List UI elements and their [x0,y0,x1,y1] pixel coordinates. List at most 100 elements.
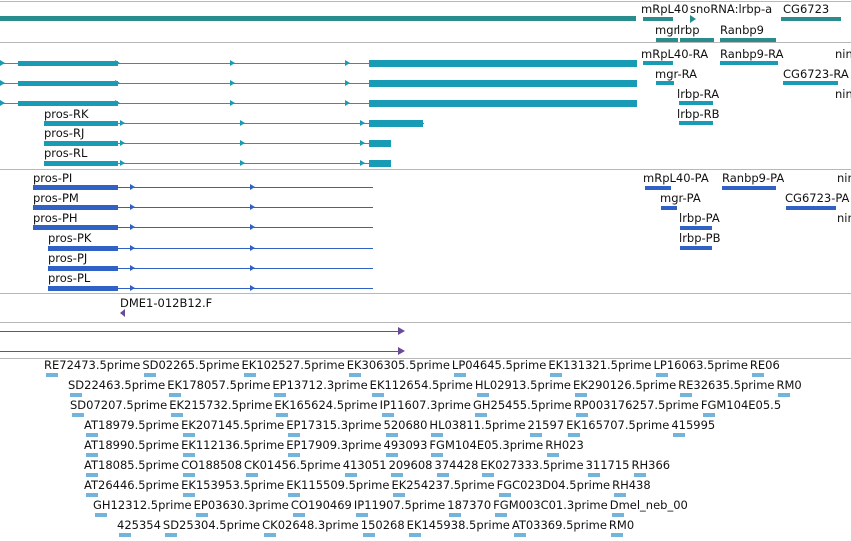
transcript-exon[interactable] [18,81,118,86]
est-feature[interactable] [183,453,196,457]
est-label[interactable]: EK165707.5prime [566,418,670,432]
est-feature[interactable] [288,493,301,497]
protein-label[interactable]: pros-PI [33,171,73,185]
gene-ranbp9[interactable] [720,38,776,42]
est-feature[interactable] [183,433,196,437]
gene-pros[interactable] [0,16,636,21]
est-feature[interactable] [381,413,394,417]
est-label[interactable]: EK115509.5prime [286,478,390,492]
est-feature[interactable] [498,493,511,497]
clone-label[interactable]: DME1-012B12.F [120,296,213,310]
est-feature[interactable] [288,453,301,457]
transcript-exon[interactable] [369,100,637,107]
protein-exon[interactable] [33,225,118,230]
protein-label[interactable]: pros-PL [48,271,91,285]
protein-lrbp-pa[interactable] [680,226,712,230]
est-label[interactable]: LP04645.5prime [451,358,547,372]
est-feature[interactable] [474,413,487,417]
gene-mrpl40[interactable] [643,17,673,21]
protein-exon[interactable] [33,185,118,190]
est-feature[interactable] [385,453,398,457]
protein-label[interactable]: Ranbp9-PA [722,171,785,185]
gene-label-ranbp9[interactable]: Ranbp9 [720,23,764,37]
est-label[interactable]: EK290126.5prime [572,378,677,392]
est-feature[interactable] [778,393,791,397]
gene-cg6723[interactable] [781,17,841,21]
protein-label[interactable]: mRpL40-PA [643,171,709,185]
est-label[interactable]: SD22463.5prime [68,378,166,392]
est-label[interactable]: 21597 [527,418,565,432]
est-feature[interactable] [264,533,277,537]
est-feature[interactable] [183,473,196,477]
transcript-ranbp9-ra[interactable] [720,61,778,65]
est-label[interactable]: IP11607.3prime [379,398,471,412]
est-label[interactable]: IP11907.5prime [353,498,446,512]
est-label[interactable]: 413051 [342,458,387,472]
est-feature[interactable] [274,393,287,397]
est-label[interactable]: RE32635.5prime [678,378,775,392]
est-label[interactable]: GH12312.5prime [93,498,192,512]
est-label[interactable]: EP17909.3prime [286,438,382,452]
est-feature[interactable] [70,393,82,397]
est-feature[interactable] [72,413,84,417]
est-feature[interactable] [183,493,196,497]
est-label[interactable]: RH366 [631,458,671,472]
protein-exon[interactable] [48,286,118,291]
transcript-mgr-ra[interactable] [656,81,674,85]
est-label[interactable]: RE72473.5prime [44,358,141,372]
gene-lrbp[interactable] [680,38,714,42]
est-feature[interactable] [655,373,668,377]
transcript-exon[interactable] [18,61,118,66]
est-feature[interactable] [169,393,182,397]
est-label[interactable]: FGM104E05.5 [700,398,782,412]
est-label[interactable]: EP17315.3prime [286,418,382,432]
protein-label[interactable]: lrbp-PA [679,211,720,225]
est-feature[interactable] [348,373,361,377]
est-feature[interactable] [550,373,563,377]
transcript-label[interactable]: pros-RK [44,107,89,121]
est-feature[interactable] [195,513,208,517]
transcript-label[interactable]: pros-RL [44,146,88,160]
clone-span[interactable] [0,351,400,352]
est-label[interactable]: FGM104E05.3prime [429,438,544,452]
protein-mrpl40-pa[interactable] [645,186,671,190]
est-label[interactable]: RM0 [776,378,802,392]
est-label[interactable]: HL03811.5prime [429,418,526,432]
est-feature[interactable] [355,513,368,517]
est-label[interactable]: FGM003C01.3prime [493,498,608,512]
est-label[interactable]: RP003176257.5prime [573,398,699,412]
transcript-mrpl40-ra[interactable] [643,61,673,65]
protein-cg6723-pa[interactable] [786,206,836,210]
est-label[interactable]: EP03630.3prime [193,498,289,512]
est-label[interactable]: EK207145.5prime [181,418,285,432]
transcript-lrbp-ra[interactable] [679,101,713,105]
est-feature[interactable] [292,513,305,517]
protein-mgr-pa[interactable] [661,206,677,210]
est-feature[interactable] [453,373,466,377]
est-label[interactable]: SD25304.5prime [162,518,261,532]
est-feature[interactable] [436,473,449,477]
est-label[interactable]: GH25455.5prime [472,398,572,412]
est-label[interactable]: FGC023D04.5prime [496,478,611,492]
est-feature[interactable] [574,393,587,397]
est-feature[interactable] [243,373,256,377]
gene-label-cg6723[interactable]: CG6723 [783,2,830,16]
clone-arrow[interactable] [398,327,405,335]
est-feature[interactable] [587,473,600,477]
est-feature[interactable] [86,453,98,457]
protein-label[interactable]: nin [837,171,851,185]
est-feature[interactable] [86,433,98,437]
est-feature[interactable] [46,373,58,377]
est-label[interactable]: EK165624.5prime [274,398,378,412]
transcript-exon[interactable] [369,60,637,67]
est-label[interactable]: EK153953.5prime [181,478,285,492]
protein-label[interactable]: pros-PH [33,211,78,225]
transcript-exon[interactable] [369,80,637,87]
est-label[interactable]: CO190469 [290,498,352,512]
est-label[interactable]: SD07207.5prime [70,398,168,412]
est-label[interactable]: EK112654.5prime [369,378,473,392]
est-feature[interactable] [614,493,627,497]
transcript-label[interactable]: lrbp-RA [677,87,720,101]
transcript-label[interactable]: pros-RJ [44,126,85,140]
gene-mgr[interactable] [656,38,678,42]
